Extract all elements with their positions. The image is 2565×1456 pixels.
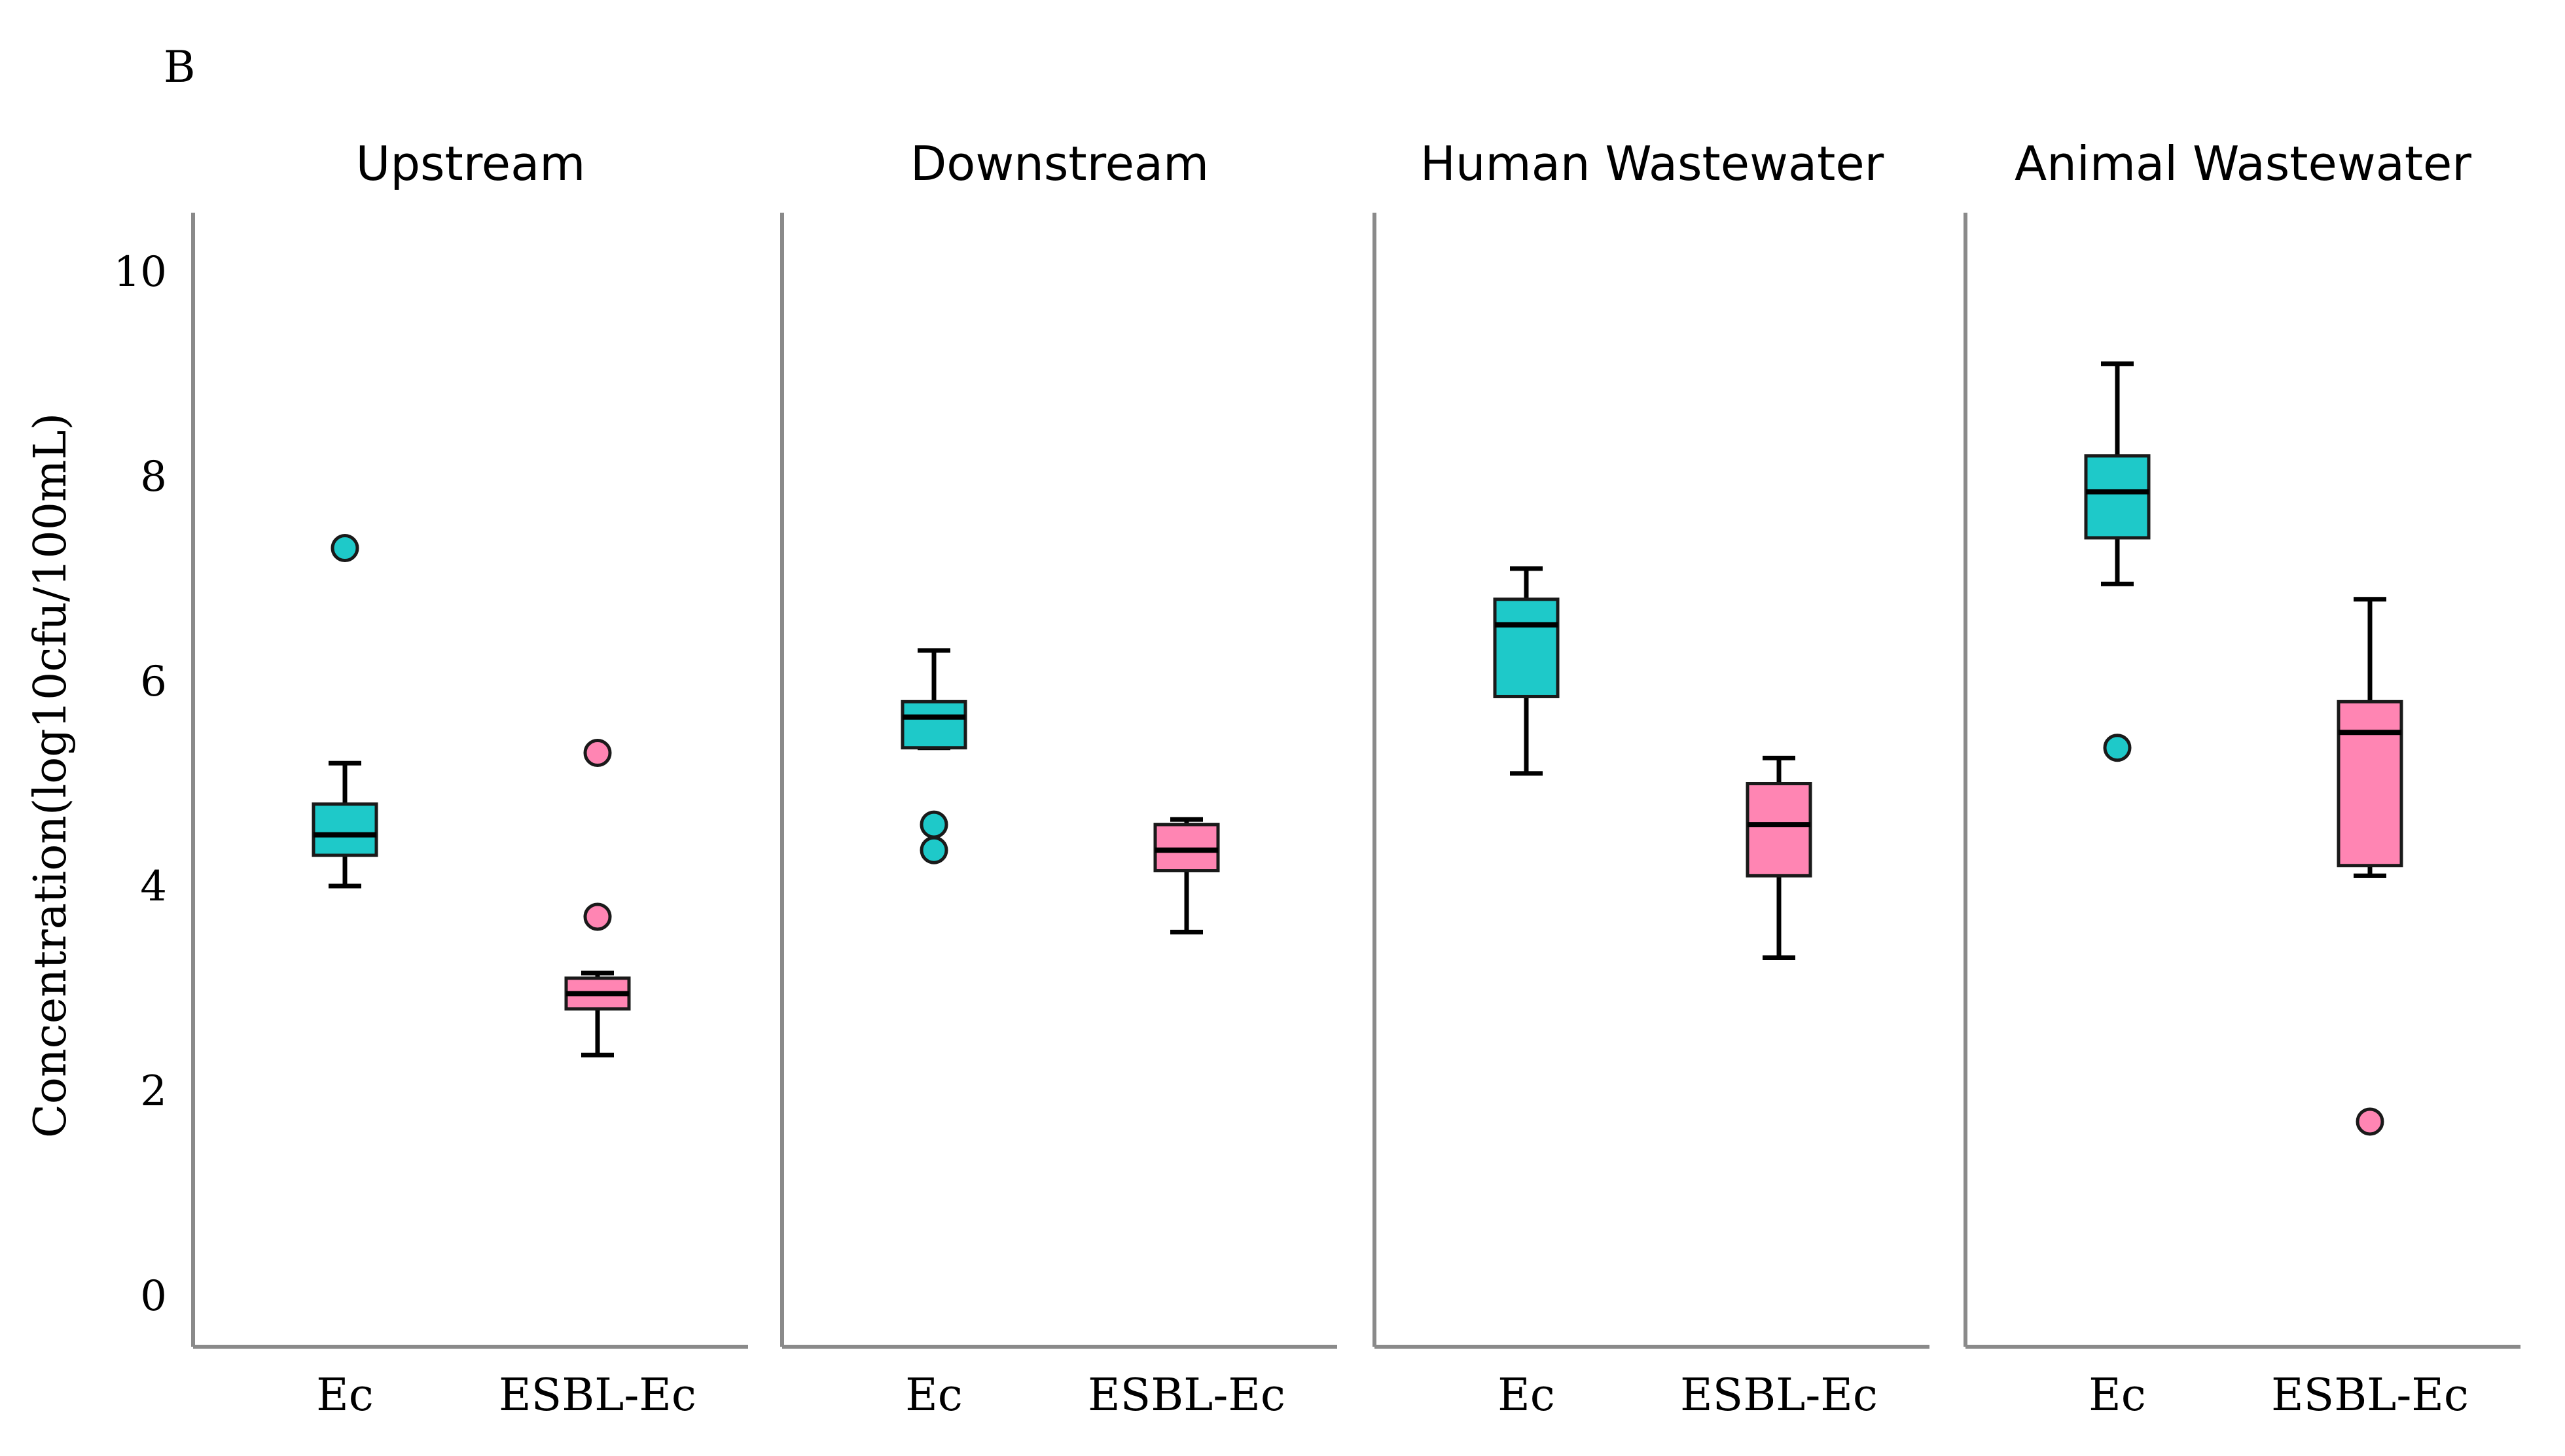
outlier-point: [331, 534, 359, 563]
facet-title: Downstream: [910, 136, 1209, 191]
facet-1: Downstream Ec ESBL-Ec: [780, 136, 1337, 1421]
iqr-box: [2337, 700, 2403, 868]
box-ec: [312, 534, 378, 889]
iqr-box: [312, 802, 378, 857]
box-ec: [901, 648, 967, 864]
iqr-box: [901, 700, 967, 750]
outlier-point: [2356, 1107, 2384, 1136]
box-esbl-ec: [1746, 755, 1812, 961]
facet-title: Upstream: [356, 136, 586, 191]
box-ec: [2084, 361, 2151, 762]
facet-0: Upstream Ec ESBL-Ec: [191, 136, 748, 1421]
y-tick-label: 6: [140, 658, 167, 706]
x-category-label: Ec: [316, 1370, 374, 1421]
x-category-label: Ec: [905, 1370, 963, 1421]
y-axis-ticks: 0 2 4 6 8 10: [114, 248, 167, 1321]
iqr-box: [2084, 454, 2151, 540]
box-esbl-ec: [564, 739, 631, 1057]
y-tick-label: 2: [140, 1067, 167, 1116]
x-category-label: ESBL-Ec: [1088, 1370, 1285, 1421]
facet-3: Animal Wastewater Ec ESBL-Ec: [1964, 136, 2520, 1421]
y-axis-title: Concentration(log10cfu/100mL): [25, 413, 77, 1138]
box-ec: [1493, 566, 1560, 776]
facet-title: Animal Wastewater: [2015, 136, 2471, 191]
outlier-point: [583, 902, 612, 931]
x-category-label: Ec: [1498, 1370, 1555, 1421]
panel-label: B: [164, 42, 196, 92]
box-esbl-ec: [2337, 597, 2403, 1136]
iqr-box: [1746, 782, 1812, 878]
outlier-point: [583, 739, 612, 768]
x-category-label: Ec: [2089, 1370, 2146, 1421]
box-esbl-ec: [1153, 817, 1220, 934]
outlier-point: [2103, 734, 2132, 762]
outlier-point: [920, 810, 948, 839]
x-category-label: ESBL-Ec: [1680, 1370, 1878, 1421]
facet-2: Human Wastewater Ec ESBL-Ec: [1372, 136, 1929, 1421]
facet-title: Human Wastewater: [1420, 136, 1884, 191]
iqr-box: [1493, 597, 1560, 698]
y-tick-label: 10: [114, 248, 167, 296]
outlier-point: [920, 836, 948, 864]
x-category-label: ESBL-Ec: [2271, 1370, 2469, 1421]
y-tick-label: 0: [140, 1272, 167, 1321]
y-tick-label: 8: [140, 453, 167, 501]
y-tick-label: 4: [140, 862, 167, 911]
x-category-label: ESBL-Ec: [499, 1370, 696, 1421]
